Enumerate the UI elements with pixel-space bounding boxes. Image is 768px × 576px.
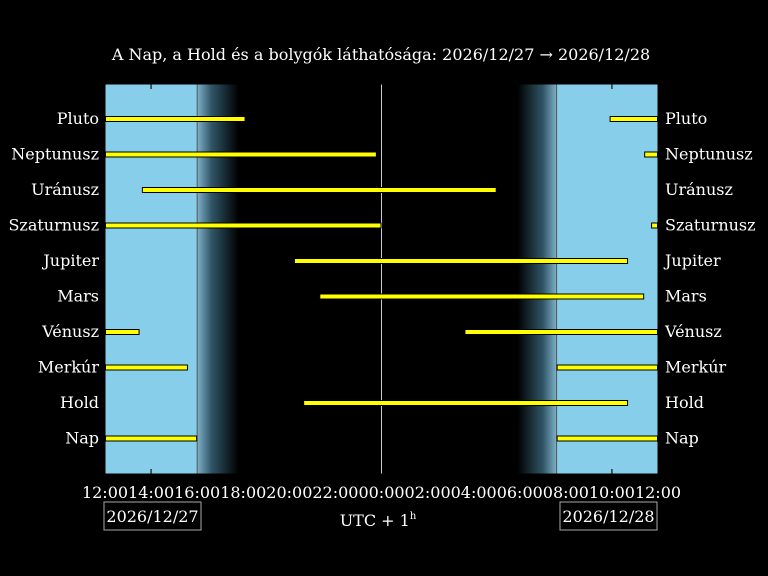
body-label-right: Merkúr [665,358,727,377]
start-date-box [103,501,202,531]
x-tick-label: 14:00 [128,483,174,502]
x-axis-label: UTC + 1h [340,511,417,530]
end-date-box [559,501,658,531]
visibility-bar [652,223,657,228]
x-tick-label: 22:00 [312,483,358,502]
body-label-left: Jupiter [41,251,99,270]
body-label-left: Uránusz [31,180,99,199]
start-date-label: 2026/12/27 [106,507,198,526]
visibility-bar [106,365,187,370]
twilight-dawn [517,84,557,474]
visibility-bar [320,294,644,299]
visibility-bar [557,436,657,441]
x-tick-label: 18:00 [220,483,266,502]
body-label-right: Vénusz [664,322,722,341]
x-tick-label: 12:00 [82,483,128,502]
x-tick-label: 20:00 [266,483,312,502]
end-date-label: 2026/12/28 [562,507,654,526]
x-tick-label: 02:00 [405,483,451,502]
day-region-morning [556,84,658,474]
x-tick-label: 00:00 [358,483,404,502]
day-region-evening [105,84,198,474]
visibility-bar [106,223,381,228]
x-tick-label: 06:00 [497,483,543,502]
body-label-left: Mars [57,287,99,306]
visibility-bar [645,152,657,157]
body-label-left: Vénusz [41,322,99,341]
body-label-left: Nap [65,429,99,448]
x-tick-label: 12:00 [635,483,681,502]
x-tick-label: 16:00 [174,483,220,502]
body-label-right: Pluto [665,109,707,128]
body-labels: Pluto Pluto Neptunusz Neptunusz Uránusz Uránu… [8,109,755,448]
body-label-right: Uránusz [665,180,733,199]
visibility-bar [610,117,657,121]
chart-title: A Nap, a Hold és a bolygók láthatósága: … [111,45,650,64]
body-label-right: Szaturnusz [665,216,756,235]
visibility-bar [465,330,657,334]
x-axis-label-text: UTC + 1 [340,511,410,530]
footer: 2026/12/27 2026/12/28 UTC + 1h [103,501,658,531]
body-label-right: Mars [665,287,707,306]
body-label-left: Szaturnusz [8,216,99,235]
visibility-bar [142,188,496,192]
body-label-left: Merkúr [38,358,100,377]
visibility-bar [557,365,657,370]
x-tick-labels: 12:00 14:00 16:00 18:00 20:00 22:00 00:00 02:00… [82,483,681,502]
body-label-left: Hold [60,393,99,412]
plot-area [104,83,659,475]
plot-frame [104,83,659,475]
body-label-left: Pluto [57,109,99,128]
visibility-bar [304,401,628,405]
body-label-right: Jupiter [663,251,721,270]
x-tick-label: 04:00 [451,483,497,502]
visibility-bar [106,117,245,121]
body-label-right: Neptunusz [665,145,753,164]
body-label-left: Neptunusz [11,145,99,164]
x-tick-label: 08:00 [543,483,589,502]
body-label-right: Nap [665,429,699,448]
body-label-right: Hold [665,393,704,412]
twilight-dusk [197,84,239,474]
x-axis-label-superscript: h [410,511,417,522]
visibility-bar [106,152,376,157]
visibility-bar [294,259,628,263]
visibility-bar [106,330,139,334]
x-tick-label: 10:00 [589,483,635,502]
visibility-bar [106,436,197,441]
